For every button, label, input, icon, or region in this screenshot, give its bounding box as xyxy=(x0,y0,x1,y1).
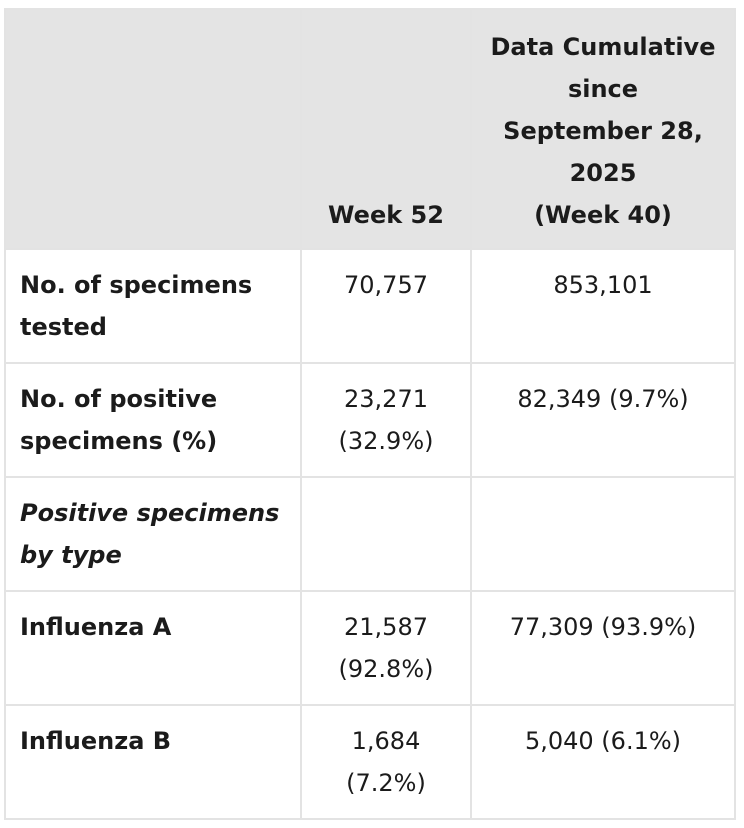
week-value: 70,757 xyxy=(300,248,472,364)
week-value: 23,271 (32.9%) xyxy=(300,362,472,478)
table-row: Positive specimens by type xyxy=(4,476,736,592)
table-row: Influenza B 1,684 (7.2%) 5,040 (6.1%) xyxy=(4,704,736,820)
week-value: 1,684 (7.2%) xyxy=(300,704,472,820)
week-value: 21,587 (92.8%) xyxy=(300,590,472,706)
table-body: No. of specimens tested 70,757 853,101 N… xyxy=(4,248,736,820)
header-cumulative-line: 2025 xyxy=(569,159,637,187)
cumulative-value: 77,309 (93.9%) xyxy=(470,590,736,706)
header-cumulative-line: Data Cumulative xyxy=(490,33,716,61)
table-row: Influenza A 21,587 (92.8%) 77,309 (93.9%… xyxy=(4,590,736,706)
cumulative-value: 82,349 (9.7%) xyxy=(470,362,736,478)
table-row: No. of positive specimens (%) 23,271 (32… xyxy=(4,362,736,478)
cumulative-value: 853,101 xyxy=(470,248,736,364)
surveillance-table-container: Week 52 Data Cumulative since September … xyxy=(4,8,736,820)
row-label: Influenza A xyxy=(4,590,302,706)
row-label: No. of positive specimens (%) xyxy=(4,362,302,478)
week-value-line: 70,757 xyxy=(344,271,428,299)
row-label-line: tested xyxy=(20,313,107,341)
row-label-line: No. of specimens xyxy=(20,271,253,299)
row-label: Positive specimens by type xyxy=(4,476,302,592)
header-row-label xyxy=(4,8,302,250)
week-value-line: 1,684 xyxy=(351,727,421,755)
week-value-line: 23,271 xyxy=(344,385,428,413)
header-cumulative-line: since xyxy=(567,75,639,103)
row-label-line: No. of positive xyxy=(20,385,218,413)
cumulative-value xyxy=(470,476,736,592)
row-label: Influenza B xyxy=(4,704,302,820)
header-row: Week 52 Data Cumulative since September … xyxy=(4,8,736,250)
header-cumulative-line: September 28, xyxy=(503,117,703,145)
week-value-line: (92.8%) xyxy=(338,655,434,683)
row-label: No. of specimens tested xyxy=(4,248,302,364)
table-row: No. of specimens tested 70,757 853,101 xyxy=(4,248,736,364)
row-label-line: by type xyxy=(20,541,122,569)
row-label-line: Influenza A xyxy=(20,613,172,641)
header-cumulative: Data Cumulative since September 28, 2025… xyxy=(470,8,736,250)
header-week: Week 52 xyxy=(300,8,472,250)
row-label-line: Influenza B xyxy=(20,727,172,755)
cumulative-value: 5,040 (6.1%) xyxy=(470,704,736,820)
week-value-line: (7.2%) xyxy=(346,769,426,797)
week-value xyxy=(300,476,472,592)
row-label-line: Positive specimens xyxy=(20,499,280,527)
table-header: Week 52 Data Cumulative since September … xyxy=(4,8,736,250)
week-value-line: (32.9%) xyxy=(338,427,434,455)
week-value-line: 21,587 xyxy=(344,613,428,641)
row-label-line: specimens (%) xyxy=(20,427,218,455)
header-cumulative-line: (Week 40) xyxy=(534,201,672,229)
specimen-summary-table: Week 52 Data Cumulative since September … xyxy=(4,8,736,820)
